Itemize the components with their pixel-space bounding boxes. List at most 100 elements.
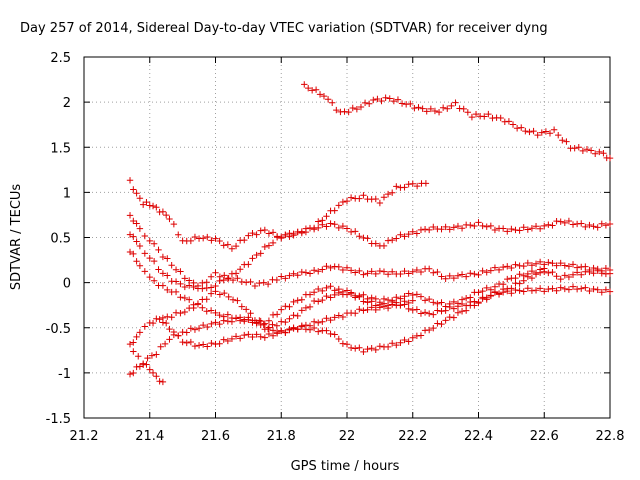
- data-point: [335, 263, 342, 271]
- data-point: [216, 291, 224, 298]
- data-point: [401, 336, 408, 344]
- data-point: [319, 296, 326, 304]
- data-point: [508, 225, 515, 233]
- data-point: [144, 354, 151, 362]
- data-point: [234, 275, 241, 282]
- data-point: [602, 286, 610, 293]
- data-point: [168, 314, 175, 321]
- data-point: [372, 270, 379, 278]
- y-tick-label: 1.5: [50, 141, 71, 156]
- data-point: [232, 315, 240, 322]
- data-point: [150, 240, 158, 247]
- data-point: [187, 237, 195, 245]
- data-point: [136, 195, 144, 202]
- data-point: [294, 326, 301, 333]
- data-point: [294, 312, 301, 320]
- data-point: [462, 295, 470, 302]
- data-point: [512, 286, 519, 294]
- data-point: [216, 340, 223, 347]
- data-point: [335, 312, 342, 319]
- data-point: [421, 297, 429, 304]
- data-point: [257, 333, 264, 340]
- data-point: [438, 226, 445, 233]
- data-point: [216, 311, 223, 319]
- y-tick-label: 2.5: [50, 51, 71, 66]
- data-point: [495, 290, 503, 297]
- data-point: [393, 294, 400, 301]
- data-point: [397, 339, 404, 346]
- data-point: [170, 331, 178, 339]
- data-point: [446, 303, 453, 311]
- data-point: [149, 202, 157, 210]
- data-point: [541, 288, 548, 295]
- data-point: [264, 280, 272, 288]
- data-point: [409, 268, 416, 275]
- points-layer: [126, 81, 614, 386]
- data-point: [458, 300, 466, 308]
- data-point: [333, 106, 340, 114]
- data-point: [439, 104, 447, 111]
- data-point: [172, 266, 180, 273]
- data-point: [253, 231, 260, 238]
- data-point: [133, 238, 140, 245]
- data-point: [302, 321, 310, 329]
- data-point: [450, 224, 458, 231]
- data-point: [238, 303, 245, 310]
- data-point: [216, 237, 223, 245]
- data-point: [384, 304, 392, 312]
- data-point: [232, 242, 240, 250]
- data-point: [487, 267, 495, 274]
- x-tick-label: 22.6: [530, 429, 559, 444]
- data-point: [559, 137, 566, 144]
- data-point: [199, 234, 207, 242]
- data-point: [516, 227, 523, 234]
- data-point: [208, 237, 215, 244]
- data-point: [563, 138, 570, 145]
- data-point: [378, 97, 385, 105]
- data-point: [247, 310, 254, 317]
- data-point: [417, 293, 425, 300]
- data-point: [606, 288, 614, 295]
- data-point: [376, 343, 384, 350]
- data-point: [126, 231, 134, 238]
- data-point: [199, 285, 206, 292]
- data-point: [479, 267, 486, 275]
- data-point: [468, 113, 476, 121]
- data-point: [368, 304, 375, 311]
- data-point: [524, 273, 532, 280]
- data-point: [207, 273, 215, 280]
- data-point: [569, 221, 577, 228]
- data-point: [327, 330, 334, 338]
- data-point: [423, 108, 430, 115]
- data-point: [462, 273, 470, 280]
- data-point: [389, 189, 396, 196]
- data-point: [306, 224, 314, 232]
- data-point: [538, 129, 545, 136]
- data-point: [269, 239, 277, 247]
- data-point: [384, 237, 392, 244]
- data-point: [265, 324, 273, 331]
- data-point: [471, 222, 478, 230]
- data-point: [475, 299, 482, 307]
- series-3: [126, 212, 614, 292]
- data-point: [166, 336, 173, 343]
- y-tick-label: 2: [63, 96, 71, 111]
- data-point: [245, 331, 252, 338]
- data-point: [203, 284, 210, 292]
- data-point: [598, 220, 605, 227]
- data-point: [159, 282, 167, 289]
- data-point: [234, 297, 241, 304]
- data-point: [265, 330, 273, 338]
- data-point: [376, 304, 384, 311]
- data-point: [148, 352, 156, 359]
- data-point: [512, 261, 519, 268]
- data-point: [199, 341, 207, 348]
- data-point: [467, 221, 474, 229]
- data-point: [569, 283, 577, 290]
- data-point: [389, 340, 396, 347]
- data-point: [384, 343, 392, 351]
- data-point: [356, 306, 363, 313]
- data-point: [153, 351, 160, 358]
- data-point: [542, 128, 550, 135]
- data-point: [153, 204, 160, 211]
